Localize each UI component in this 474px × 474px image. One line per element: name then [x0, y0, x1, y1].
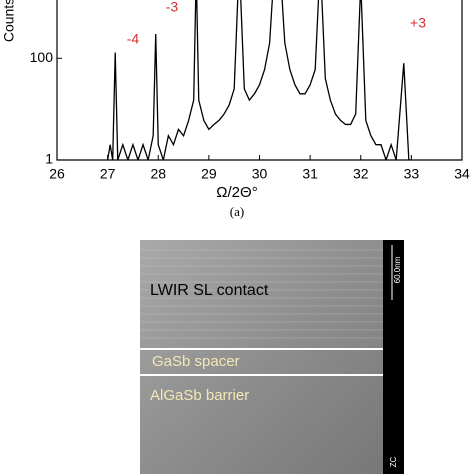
x-tick-label: 28	[150, 166, 166, 182]
superlattice-stripes	[140, 249, 383, 339]
x-axis-label: Ω/2Θ°	[216, 184, 257, 201]
layer-label: AlGaSb barrier	[150, 387, 249, 404]
x-tick-label: 26	[49, 166, 65, 182]
corner-label: ZC	[389, 456, 398, 467]
x-tick-label: 33	[404, 166, 420, 182]
x-tick-label: 34	[454, 166, 470, 182]
tem-image: LWIR SL contact GaSb spacer AlGaSb barri…	[140, 240, 404, 474]
scale-strip	[383, 240, 404, 474]
x-tick-label: 31	[302, 166, 318, 182]
tem-background	[140, 240, 385, 474]
caption: (a)	[230, 204, 244, 219]
spectrum-line	[106, 0, 410, 160]
y-axis-label: Counts	[1, 0, 17, 42]
y-tick-label: 100	[30, 49, 54, 65]
layer-label: GaSb spacer	[152, 353, 240, 370]
scale-label: 60.0nm	[393, 256, 402, 283]
peak-annotation: -3	[166, 0, 179, 15]
plot: 26 27 28 29 30 31 32 33 34 1 100 -4 -3 +3	[30, 0, 470, 182]
x-tick-label: 27	[100, 166, 116, 182]
peak-annotation: +3	[410, 15, 426, 31]
x-tick-label: 29	[201, 166, 217, 182]
x-tick-label: 30	[252, 166, 268, 182]
peak-annotation: -4	[127, 31, 140, 47]
x-tick-label: 32	[353, 166, 369, 182]
layer-label: LWIR SL contact	[150, 282, 269, 299]
y-tick-label: 1	[45, 151, 53, 167]
